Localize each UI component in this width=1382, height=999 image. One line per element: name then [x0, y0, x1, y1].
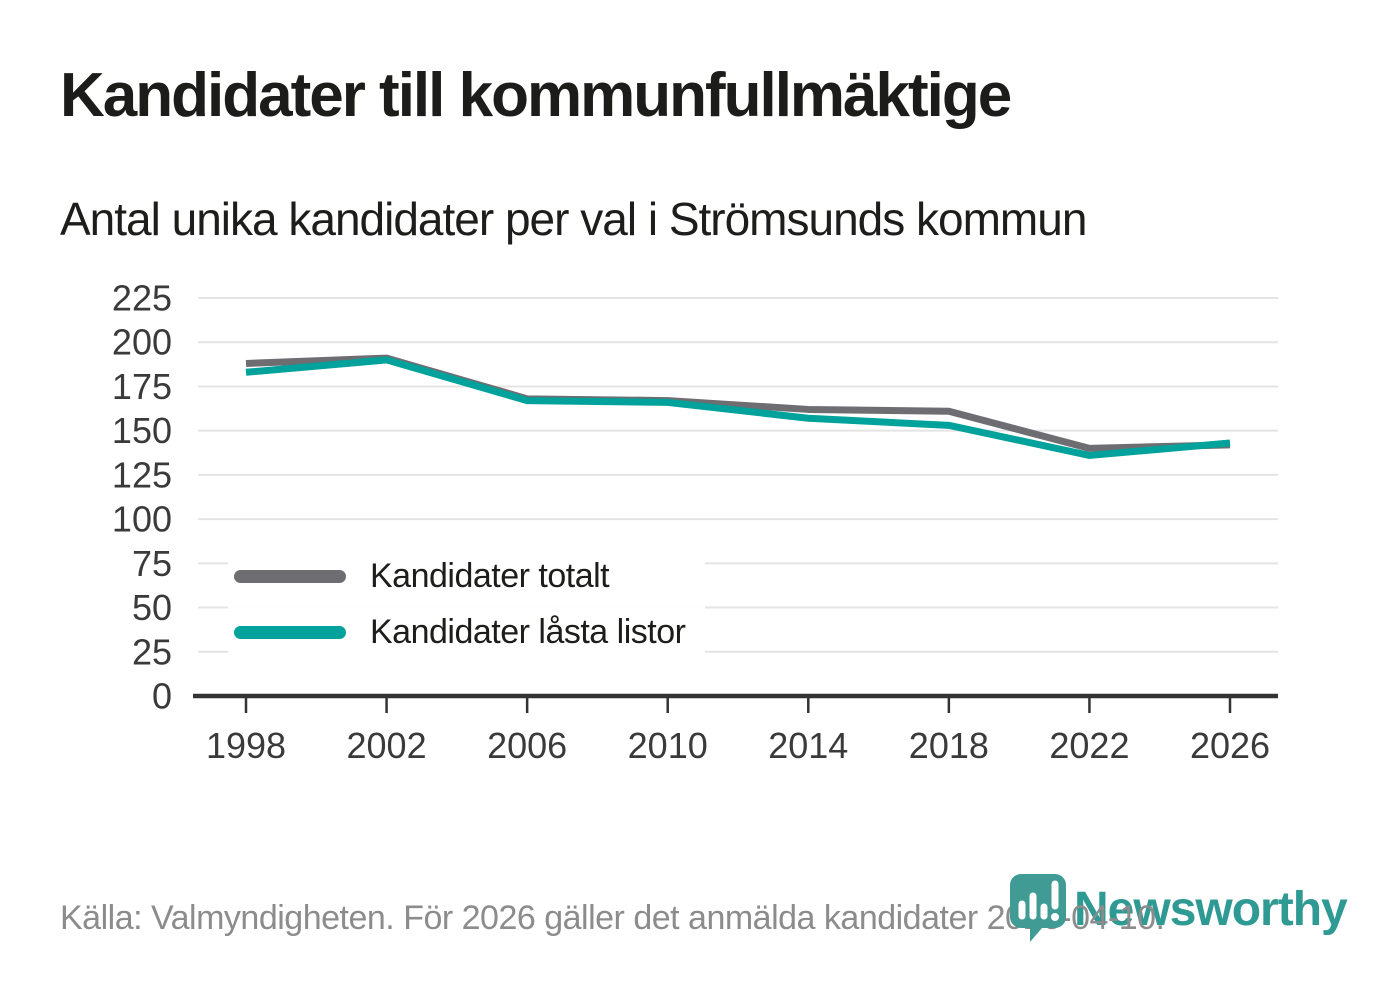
x-tick-label: 2006	[487, 725, 567, 766]
legend-swatch-lasta-listor	[234, 625, 346, 639]
y-tick-label: 50	[132, 587, 172, 628]
newsworthy-icon	[1010, 874, 1066, 942]
y-tick-label: 0	[152, 676, 172, 717]
y-tick-label: 150	[112, 410, 172, 451]
series-line-lasta-listor	[245, 356, 1231, 459]
x-tick-label: 2014	[768, 725, 848, 766]
legend-swatch-totalt	[234, 569, 346, 583]
logo-exclamation-dot	[1051, 913, 1059, 921]
legend-label-lasta-listor: Kandidater låsta listor	[370, 612, 686, 651]
logo-bars	[1018, 880, 1059, 920]
y-tick-label: 175	[112, 366, 172, 407]
y-tick-label: 25	[132, 631, 172, 672]
newsworthy-wordmark: Newsworthy	[1074, 883, 1348, 936]
legend-item-totalt: Kandidater totalt	[234, 548, 685, 604]
chart-legend: Kandidater totalt Kandidater låsta listo…	[228, 547, 706, 661]
series-line-totalt	[245, 354, 1231, 452]
legend-item-lasta-listor: Kandidater låsta listor	[234, 604, 686, 660]
chart-title: Kandidater till kommunfullmäktige	[60, 61, 1012, 130]
source-note: Källa: Valmyndigheten. För 2026 gäller d…	[60, 899, 1165, 937]
y-tick-label: 225	[112, 278, 172, 319]
x-tick-label: 2002	[347, 725, 427, 766]
x-tick-label: 2022	[1049, 725, 1129, 766]
x-tick-label: 2018	[909, 725, 989, 766]
chart-subtitle: Antal unika kandidater per val i Strömsu…	[60, 193, 1087, 245]
legend-label-totalt: Kandidater totalt	[370, 556, 610, 595]
y-tick-label: 100	[112, 499, 172, 540]
y-tick-label: 75	[132, 543, 172, 584]
x-tick-label: 2010	[628, 725, 708, 766]
y-tick-label: 200	[112, 322, 172, 363]
x-tick-label: 2026	[1190, 725, 1270, 766]
x-tick-label: 1998	[206, 725, 286, 766]
y-tick-label: 125	[112, 454, 172, 495]
